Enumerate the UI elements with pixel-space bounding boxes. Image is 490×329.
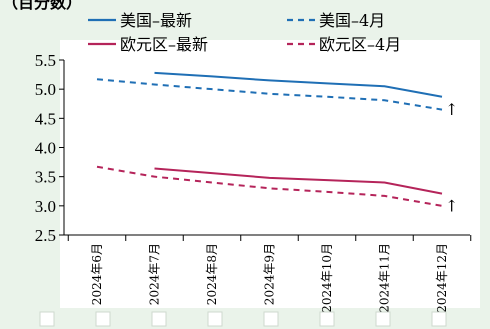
revision-arrow: ↑	[445, 197, 458, 216]
decorative-box	[39, 311, 55, 327]
series-line	[96, 165, 443, 207]
series-line	[96, 78, 443, 111]
series-line	[154, 71, 443, 98]
x-tick-label: 2024年9月	[263, 243, 277, 305]
bottom-strip	[39, 311, 447, 327]
y-tick-label: 4.0	[35, 139, 56, 158]
decorative-box	[263, 311, 279, 327]
x-tick-label: 2024年7月	[148, 243, 162, 305]
y-tick-label: 3.5	[35, 168, 56, 187]
plot-area	[60, 40, 480, 308]
annotation-layer: ↑↑	[445, 100, 458, 216]
revision-arrow: ↑	[445, 100, 458, 119]
y-tick-label: 2.5	[35, 226, 56, 245]
x-tick-label: 2024年8月	[205, 243, 219, 305]
legend-label: 美国–最新	[120, 11, 192, 30]
axes: 2.5 3.0 3.5 4.0 4.5 5.0 5.5 2024年6月 2024年7月 2024年…	[35, 51, 472, 313]
x-tick-label: 2024年12月	[435, 243, 449, 313]
decorative-box	[207, 311, 223, 327]
series-line	[154, 167, 443, 195]
x-tick-label: 2024年11月	[378, 243, 392, 313]
decorative-box	[95, 311, 111, 327]
legend-label: 美国–4月	[319, 11, 385, 30]
chart-title: （百分数）	[2, 0, 82, 12]
decorative-box	[151, 311, 167, 327]
y-tick-label: 3.0	[35, 197, 56, 216]
legend-label: 欧元区–4月	[319, 35, 401, 54]
decorative-box	[319, 311, 335, 327]
decorative-box	[431, 311, 447, 327]
y-tick-label: 5.5	[35, 51, 56, 70]
x-tick-label: 2024年10月	[320, 243, 334, 313]
y-tick-label: 5.0	[35, 80, 56, 99]
x-tick-label: 2024年6月	[90, 243, 104, 305]
y-tick-label: 4.5	[35, 109, 56, 128]
decorative-box	[375, 311, 391, 327]
legend-label: 欧元区–最新	[120, 35, 208, 54]
series-layer	[96, 71, 443, 207]
